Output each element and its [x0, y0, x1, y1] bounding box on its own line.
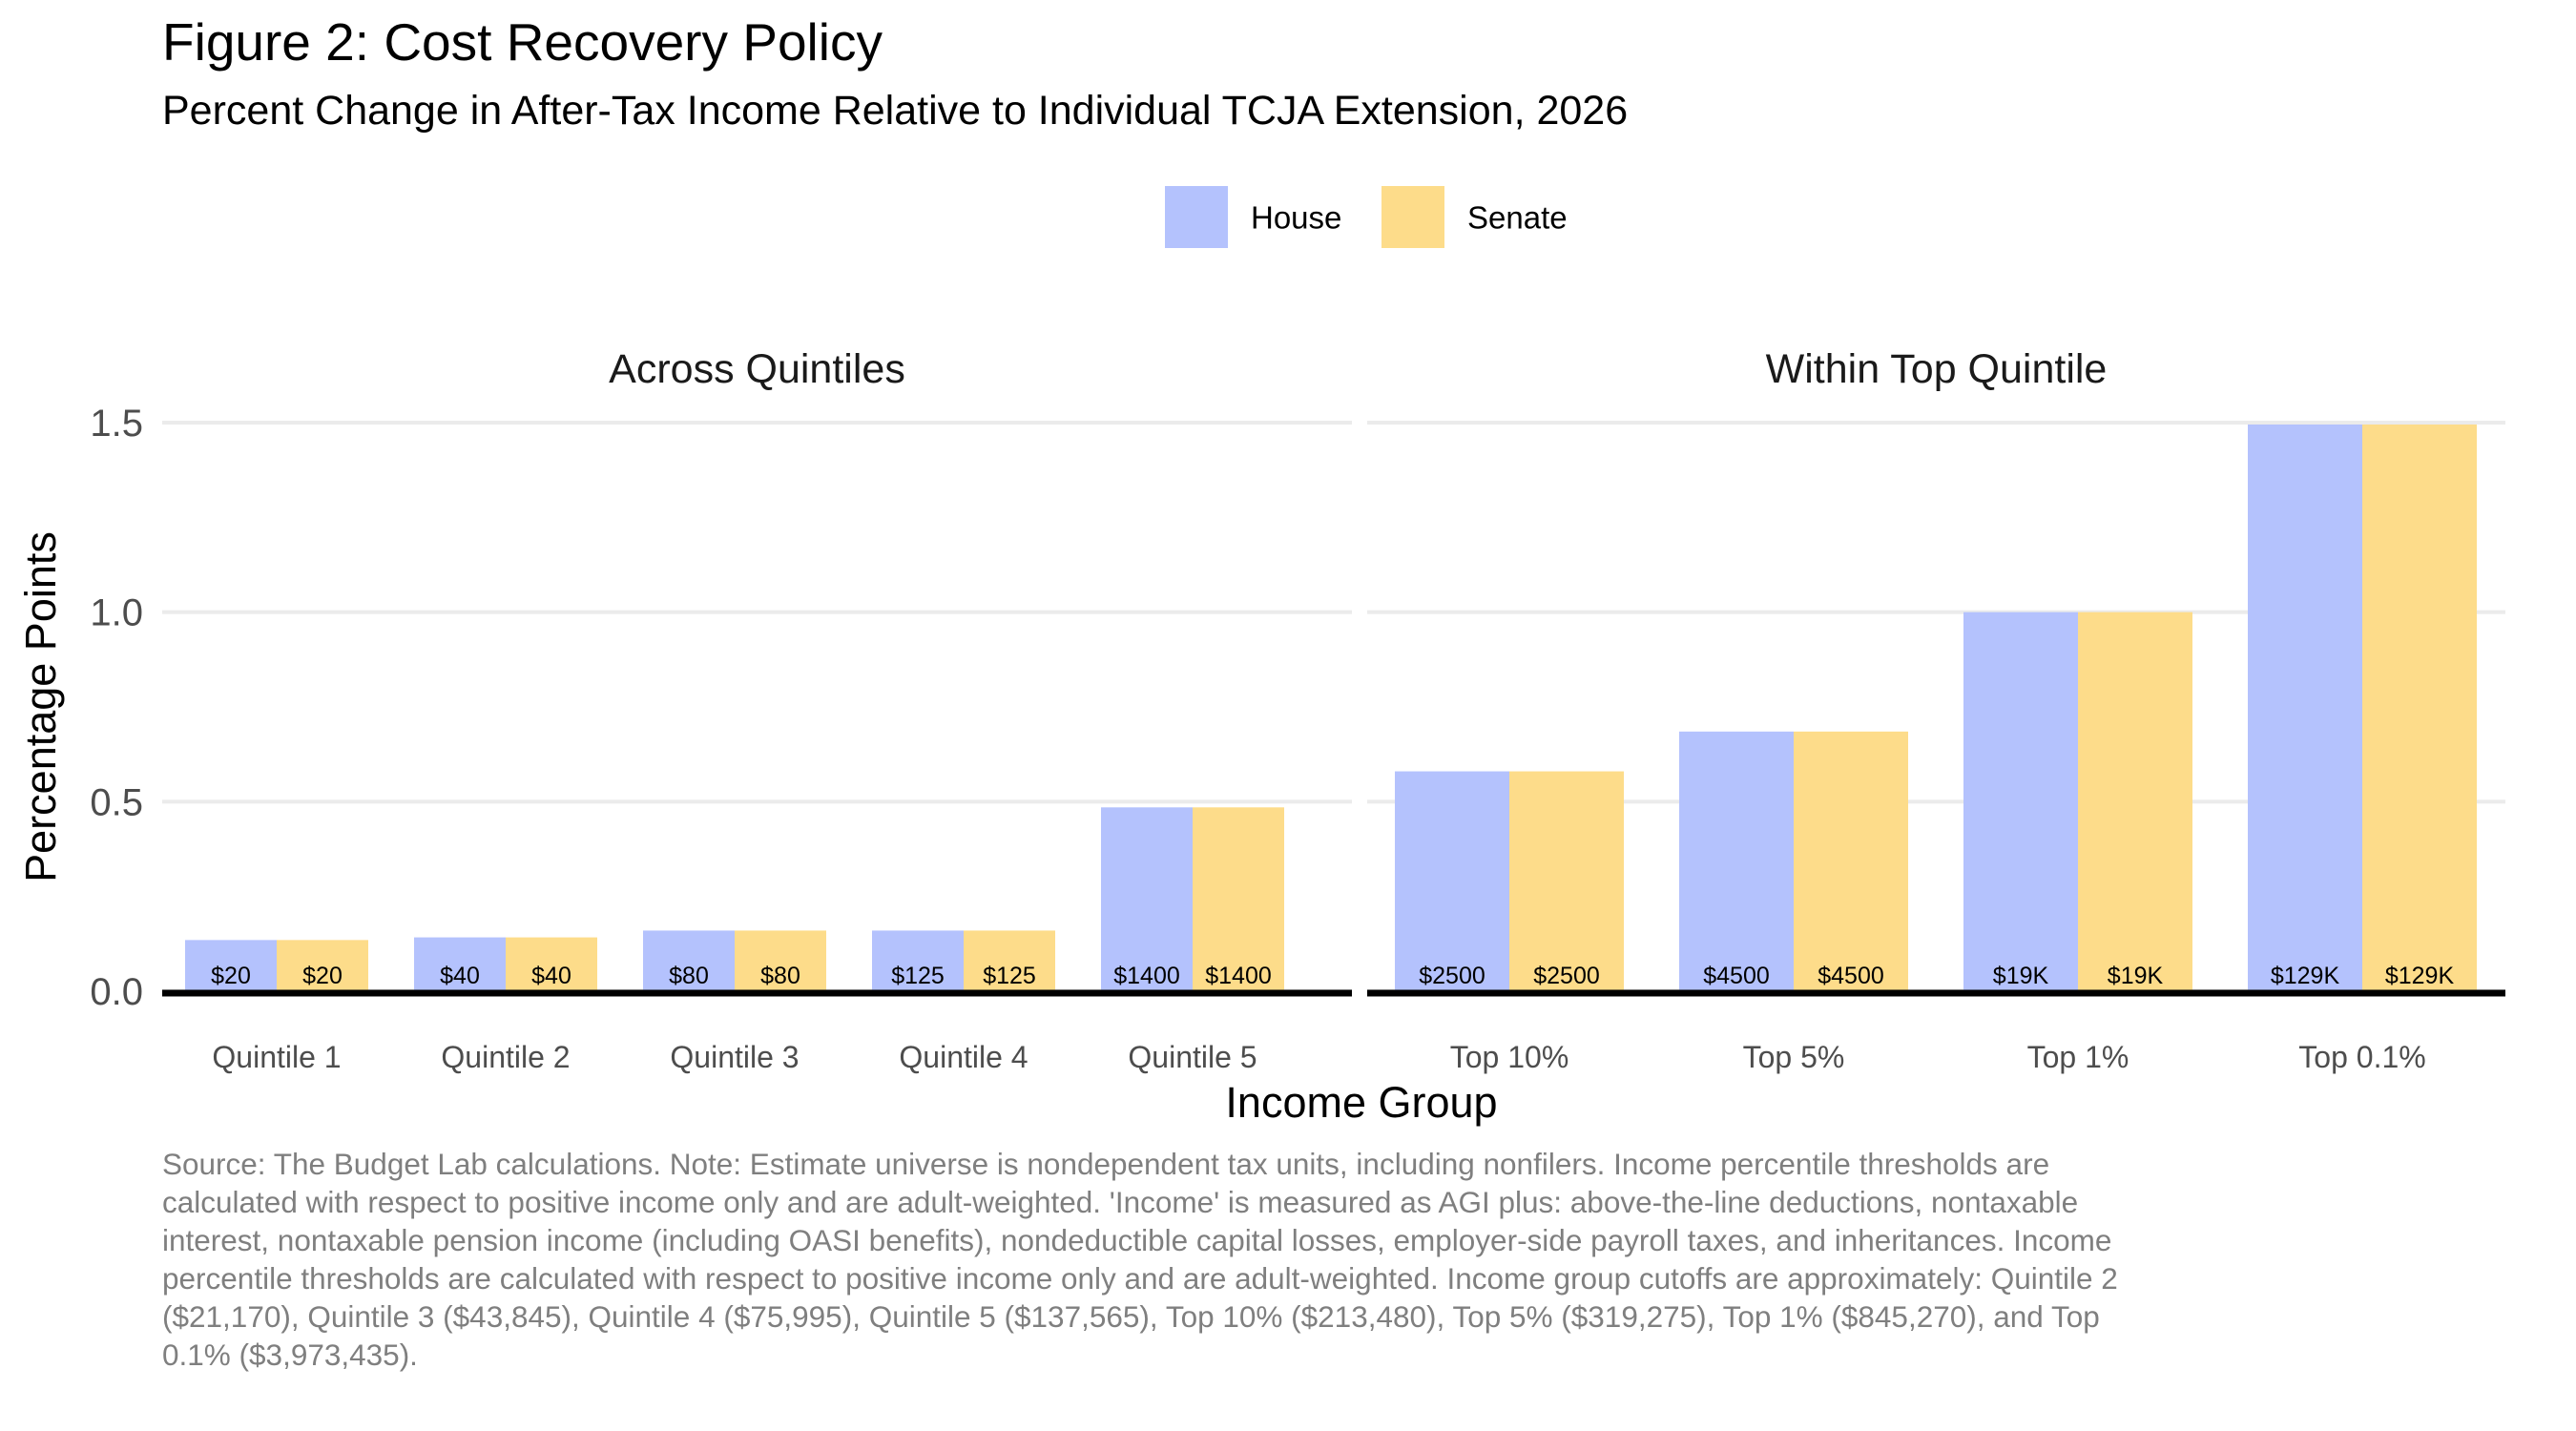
x-tick-label: Top 10% — [1450, 1040, 1569, 1074]
bar-house — [185, 940, 277, 991]
legend-swatch-house — [1165, 186, 1228, 248]
source-note: Source: The Budget Lab calculations. Not… — [162, 1147, 2118, 1372]
bar-house — [643, 930, 735, 991]
bar-house — [872, 930, 964, 991]
bar-senate — [964, 930, 1055, 991]
bar-senate — [277, 940, 368, 991]
bar-value-label: $4500 — [1703, 963, 1770, 989]
panel-title: Across Quintiles — [609, 346, 905, 392]
bar-senate — [2078, 612, 2192, 991]
bar-value-label: $80 — [669, 963, 709, 989]
x-tick-label: Top 0.1% — [2298, 1040, 2425, 1074]
bar-house — [2248, 424, 2362, 991]
bar-value-label: $1400 — [1205, 963, 1272, 989]
bar-senate — [1794, 731, 1908, 991]
bar-value-label: $20 — [302, 963, 343, 989]
legend-label-house: House — [1251, 200, 1341, 236]
y-tick-label: 0.5 — [90, 781, 143, 823]
x-tick-label: Quintile 4 — [899, 1040, 1028, 1074]
bar-value-label: $129K — [2271, 963, 2340, 989]
y-tick-label: 1.0 — [90, 592, 143, 634]
bar-value-label: $129K — [2385, 963, 2455, 989]
y-tick-label: 0.0 — [90, 971, 143, 1013]
x-tick-label: Quintile 5 — [1128, 1040, 1257, 1074]
bar-value-label: $1400 — [1113, 963, 1180, 989]
bar-senate — [2362, 424, 2477, 991]
x-tick-label: Quintile 1 — [212, 1040, 341, 1074]
bar-value-label: $125 — [983, 963, 1036, 989]
bar-value-label: $2500 — [1533, 963, 1600, 989]
y-tick-label: 1.5 — [90, 403, 143, 445]
bar-house — [1963, 612, 2078, 991]
y-axis-title: Percentage Points — [16, 531, 65, 882]
bar-value-label: $19K — [1993, 963, 2049, 989]
bar-house — [414, 937, 506, 991]
legend-label-senate: Senate — [1467, 200, 1568, 236]
bar-senate — [1509, 771, 1624, 991]
panel-title: Within Top Quintile — [1766, 346, 2108, 392]
x-axis-title: Income Group — [1225, 1078, 1497, 1127]
legend-swatch-senate — [1381, 186, 1444, 248]
bar-senate — [735, 930, 826, 991]
bar-value-label: $20 — [211, 963, 251, 989]
bar-senate — [506, 937, 597, 991]
bar-value-label: $80 — [760, 963, 800, 989]
bar-value-label: $2500 — [1419, 963, 1485, 989]
bar-value-label: $40 — [531, 963, 571, 989]
chart-subtitle: Percent Change in After-Tax Income Relat… — [162, 88, 1629, 134]
bar-value-label: $19K — [2108, 963, 2164, 989]
x-tick-label: Quintile 2 — [441, 1040, 570, 1074]
bar-house — [1101, 807, 1193, 991]
chart-title: Figure 2: Cost Recovery Policy — [162, 12, 883, 72]
bar-value-label: $4500 — [1818, 963, 1884, 989]
x-tick-label: Top 5% — [1743, 1040, 1845, 1074]
bar-house — [1395, 771, 1509, 991]
bar-value-label: $125 — [891, 963, 945, 989]
bar-value-label: $40 — [440, 963, 480, 989]
bar-senate — [1193, 807, 1284, 991]
x-tick-label: Top 1% — [2027, 1040, 2129, 1074]
bar-house — [1679, 731, 1794, 991]
x-tick-label: Quintile 3 — [670, 1040, 799, 1074]
